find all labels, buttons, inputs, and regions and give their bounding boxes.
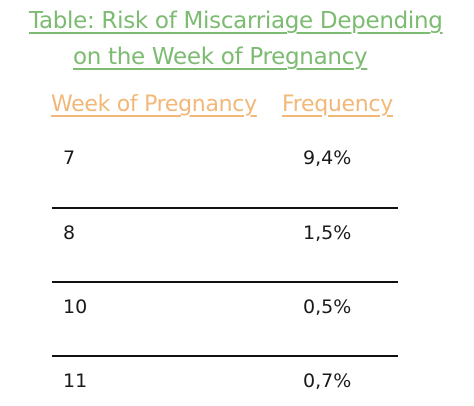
row-divider-1 [52,207,398,209]
row-1-frequency: 9,4% [303,147,352,169]
table-title-line-1: Table: Risk of Miscarriage Depending [29,8,443,34]
row-3-week: 10 [63,296,88,318]
row-divider-3 [52,355,398,357]
row-4-frequency: 0,7% [303,370,352,392]
row-divider-2 [52,281,398,283]
row-3-frequency: 0,5% [303,296,352,318]
column-header-frequency: Frequency [282,92,393,117]
row-2-week: 8 [63,222,76,244]
row-2-frequency: 1,5% [303,222,352,244]
row-4-week: 11 [63,370,88,392]
column-header-week: Week of Pregnancy [51,92,257,117]
table-title-line-2: on the Week of Pregnancy [73,44,368,70]
row-1-week: 7 [63,147,76,169]
